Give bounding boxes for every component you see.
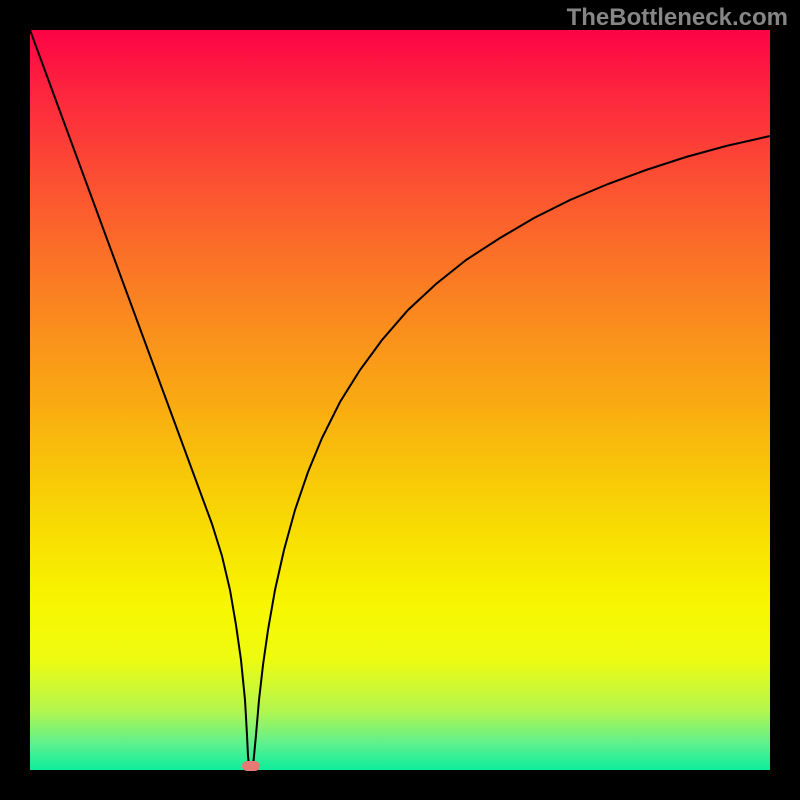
- plot-svg: [0, 0, 800, 800]
- chart-container: TheBottleneck.com: [0, 0, 800, 800]
- gradient-background: [30, 30, 770, 770]
- optimal-marker: [242, 761, 260, 771]
- watermark-text: TheBottleneck.com: [567, 4, 788, 32]
